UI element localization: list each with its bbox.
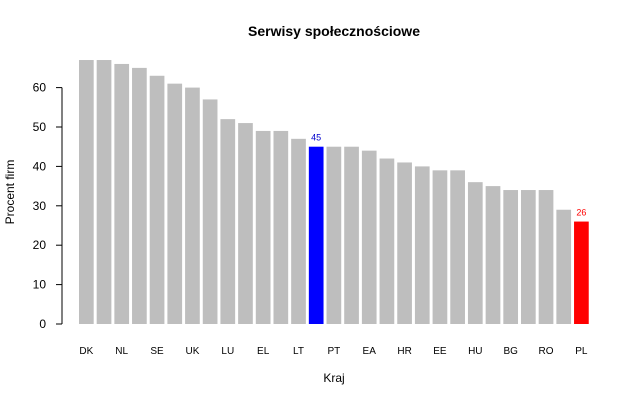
- bar: [414, 166, 430, 324]
- bar: [574, 221, 589, 324]
- bar: [521, 190, 536, 324]
- bar-labels-group: 45 26: [311, 133, 586, 218]
- x-tick-label: NL: [115, 346, 128, 357]
- y-tick-label: 40: [33, 159, 47, 173]
- x-tick-label: EA: [363, 346, 377, 357]
- bar: [432, 170, 448, 324]
- x-tick-label: EE: [433, 346, 447, 357]
- bar: [79, 60, 94, 325]
- x-tick-label: UK: [185, 346, 199, 357]
- x-tick-labels-group: DK NL SE UK LU EL LT PT EA HR EE HU BG RO PL: [79, 346, 588, 357]
- bar: [255, 130, 271, 324]
- y-axis: 0 10 20 30 40 50 60: [33, 81, 63, 331]
- bar: [96, 60, 112, 325]
- bar: [273, 130, 289, 324]
- bar: [556, 209, 572, 324]
- chart-title: Serwisy społecznościowe: [248, 23, 420, 39]
- y-tick-label: 50: [33, 120, 47, 134]
- bar-value-label: 45: [311, 133, 321, 143]
- x-tick-label: LT: [293, 346, 304, 357]
- y-tick-label: 10: [33, 278, 47, 292]
- x-tick-label: EL: [257, 346, 270, 357]
- x-axis-label: Kraj: [323, 371, 344, 385]
- bar: [149, 75, 165, 324]
- bar: [291, 138, 306, 324]
- x-tick-label: PT: [327, 346, 340, 357]
- bar: [361, 150, 377, 324]
- bar: [379, 158, 395, 324]
- bar: [467, 182, 483, 324]
- y-tick-label: 60: [33, 81, 47, 95]
- bars-group: [79, 60, 589, 325]
- x-tick-label: HR: [397, 346, 411, 357]
- x-tick-label: PL: [575, 346, 588, 357]
- x-tick-label: RO: [539, 346, 554, 357]
- bar: [538, 190, 554, 324]
- bar: [114, 63, 130, 325]
- x-tick-label: LU: [221, 346, 234, 357]
- y-tick-label: 20: [33, 238, 47, 252]
- y-tick-label: 0: [39, 317, 46, 331]
- y-axis-label: Procent firm: [3, 160, 17, 225]
- bar: [220, 119, 236, 325]
- bar: [167, 83, 183, 324]
- bar: [185, 87, 200, 324]
- bar: [397, 162, 412, 324]
- bar: [450, 170, 465, 324]
- bar: [308, 146, 324, 324]
- x-tick-label: SE: [150, 346, 164, 357]
- bar: [202, 99, 218, 324]
- bar-value-label: 26: [576, 208, 586, 218]
- x-tick-label: BG: [503, 346, 518, 357]
- y-tick-label: 30: [33, 199, 47, 213]
- bar: [132, 67, 147, 325]
- bar: [238, 123, 253, 324]
- bar: [485, 186, 501, 324]
- x-tick-label: HU: [468, 346, 482, 357]
- bar: [344, 146, 359, 324]
- bar: [326, 146, 342, 324]
- bar: [503, 190, 519, 324]
- x-tick-label: DK: [79, 346, 93, 357]
